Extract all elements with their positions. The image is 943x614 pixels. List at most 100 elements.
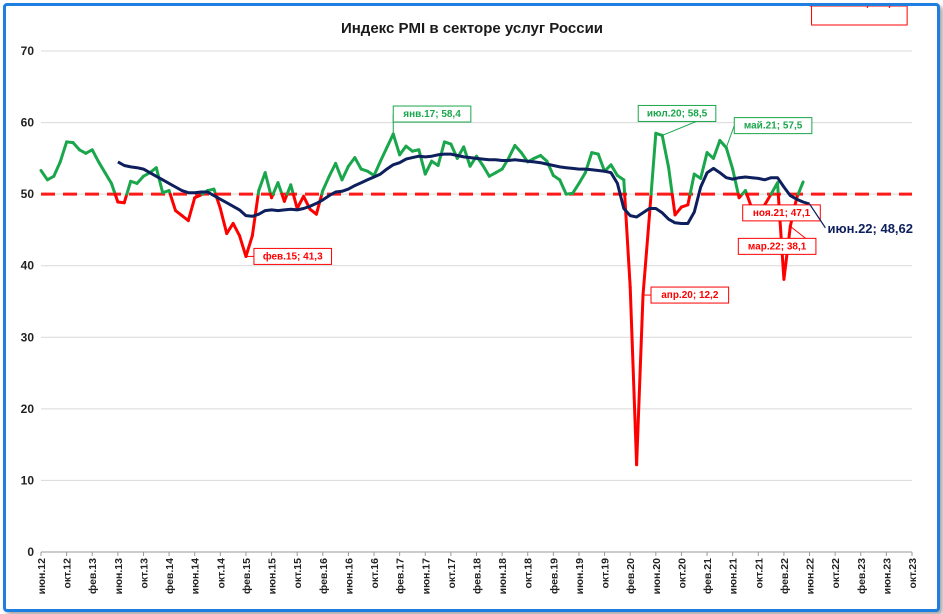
pmi-line-segment — [295, 194, 306, 210]
x-tick-label: июн.23 — [881, 558, 893, 595]
pmi-line-segment — [263, 171, 273, 196]
pmi-line-segment — [238, 234, 248, 258]
pmi-line-segment — [218, 206, 229, 236]
pmi-line-segment — [423, 159, 434, 176]
pmi-line-segment — [699, 151, 709, 180]
pmi-line-segment — [225, 221, 235, 236]
pmi-line-segment — [686, 192, 692, 207]
pmi-line-segment — [327, 161, 338, 178]
x-tick-label: июн.16 — [343, 558, 355, 595]
x-tick-label: фев.15 — [241, 558, 253, 594]
callout-leader — [725, 125, 735, 148]
callout-leader — [809, 203, 827, 229]
callout-label: апр.20; 12,2 — [661, 290, 719, 301]
callout-label: май.21; 57,5 — [744, 121, 803, 132]
y-tick-label: 20 — [21, 402, 35, 416]
x-tick-label: окт.18 — [523, 558, 535, 589]
pmi-line-segment — [635, 293, 645, 467]
pmi-line-segment — [90, 148, 101, 164]
pmi-line-segment — [58, 140, 69, 164]
pmi-line-segment — [577, 171, 587, 185]
x-tick-label: фев.21 — [702, 558, 714, 594]
pmi-line-segment — [558, 178, 568, 196]
x-tick-label: фев.20 — [625, 558, 637, 594]
callout-box — [742, 204, 821, 222]
y-tick-label: 0 — [27, 545, 34, 559]
pmi-line-segment — [125, 179, 133, 196]
x-tick-label: окт.13 — [138, 558, 150, 589]
pmi-line-segment — [513, 143, 523, 155]
x-tick-label: июн.13 — [113, 558, 125, 595]
x-tick-label: окт.14 — [215, 558, 227, 589]
pmi-line-segment — [796, 180, 805, 196]
pmi-line-segment — [231, 221, 242, 238]
moving-average-series — [117, 152, 810, 225]
pmi-line-segment — [257, 171, 267, 193]
x-tick-label: окт.15 — [292, 558, 304, 589]
data-labels: фев.15; 41,3 янв.17; 58,4 апр.20; 12,2 июл.… — [245, 6, 920, 304]
pmi-line-segment — [168, 192, 177, 213]
pmi-line-segment — [622, 178, 627, 196]
x-tick-label: июн.18 — [497, 558, 509, 595]
pmi-line-segment — [340, 164, 350, 182]
callout-box — [392, 105, 472, 123]
callout-label: мар.22; 38,1 — [748, 241, 807, 252]
x-tick-label: фев.14 — [164, 558, 176, 594]
pmi-line-segment — [398, 144, 408, 157]
x-tick-label: окт.20 — [676, 558, 688, 589]
x-tick-label: окт.19 — [600, 558, 612, 589]
pmi-line-segment — [314, 192, 324, 216]
pmi-line-segment — [109, 181, 117, 196]
pmi-line-segment — [667, 166, 674, 196]
pmi-line-segment — [641, 214, 651, 297]
callout-label: фев.15; 41,3 — [263, 250, 323, 262]
y-tick-label: 10 — [21, 473, 35, 487]
pmi-line-segment — [385, 132, 395, 150]
pmi-line-segment — [186, 196, 197, 223]
x-tick-label: фев.22 — [779, 558, 791, 594]
pmi-line-segment — [649, 131, 658, 196]
x-tick-label: фев.23 — [856, 558, 868, 594]
y-tick-label: 30 — [21, 330, 35, 344]
pmi-line-segment — [244, 234, 254, 258]
pmi-line-chart: Индекс PMI в секторе услуг России 0 10 20 3… — [21, 6, 920, 595]
pmi-line-segment — [670, 192, 677, 217]
y-tick-label: 50 — [21, 187, 35, 201]
pmi-line-segment — [660, 133, 671, 170]
pmi-line-segment — [724, 146, 735, 171]
x-tick-label: окт.21 — [753, 558, 765, 589]
pmi-line-segment — [291, 192, 299, 210]
x-tick-label: июн.17 — [420, 558, 432, 595]
pmi-line-segment — [391, 132, 402, 157]
x-tick-label: фев.17 — [395, 558, 407, 594]
callout-box — [733, 117, 813, 135]
x-tick-label: окт.12 — [62, 558, 74, 589]
x-tick-label: июн.12 — [36, 558, 48, 595]
pmi-line-segment — [289, 183, 295, 196]
pmi-line-segment — [647, 192, 653, 218]
x-tick-label: окт.23 — [907, 558, 919, 589]
y-tick-label: 70 — [21, 44, 35, 58]
callout-box — [737, 237, 817, 255]
x-tick-label: окт.16 — [369, 558, 381, 589]
callout-label: янв.17; 58,4 — [403, 109, 461, 120]
x-tick-label: фев.16 — [318, 558, 330, 594]
pmi-line-segment — [711, 138, 722, 160]
pmi-line-segment — [763, 192, 773, 207]
x-tick-label: фев.18 — [472, 558, 484, 594]
pmi-line-segment — [321, 174, 331, 193]
pmi-line-segment — [334, 161, 344, 182]
pmi-line-segment — [507, 143, 517, 160]
pmi-line-segment — [731, 167, 740, 196]
pmi-line-segment — [481, 164, 491, 178]
x-tick-label: июн.22 — [805, 558, 817, 595]
y-axis-ticks: 0 10 20 30 40 50 60 70 — [21, 44, 35, 559]
pmi-line-segment — [596, 152, 607, 173]
x-tick-label: окт.22 — [830, 558, 842, 589]
callout-box — [811, 6, 908, 26]
pmi-line-segment — [346, 156, 357, 168]
pmi-line-segment — [52, 160, 62, 178]
pmi-line-segment — [39, 169, 49, 182]
y-tick-label: 60 — [21, 116, 35, 130]
pmi-line-segment — [103, 171, 113, 185]
